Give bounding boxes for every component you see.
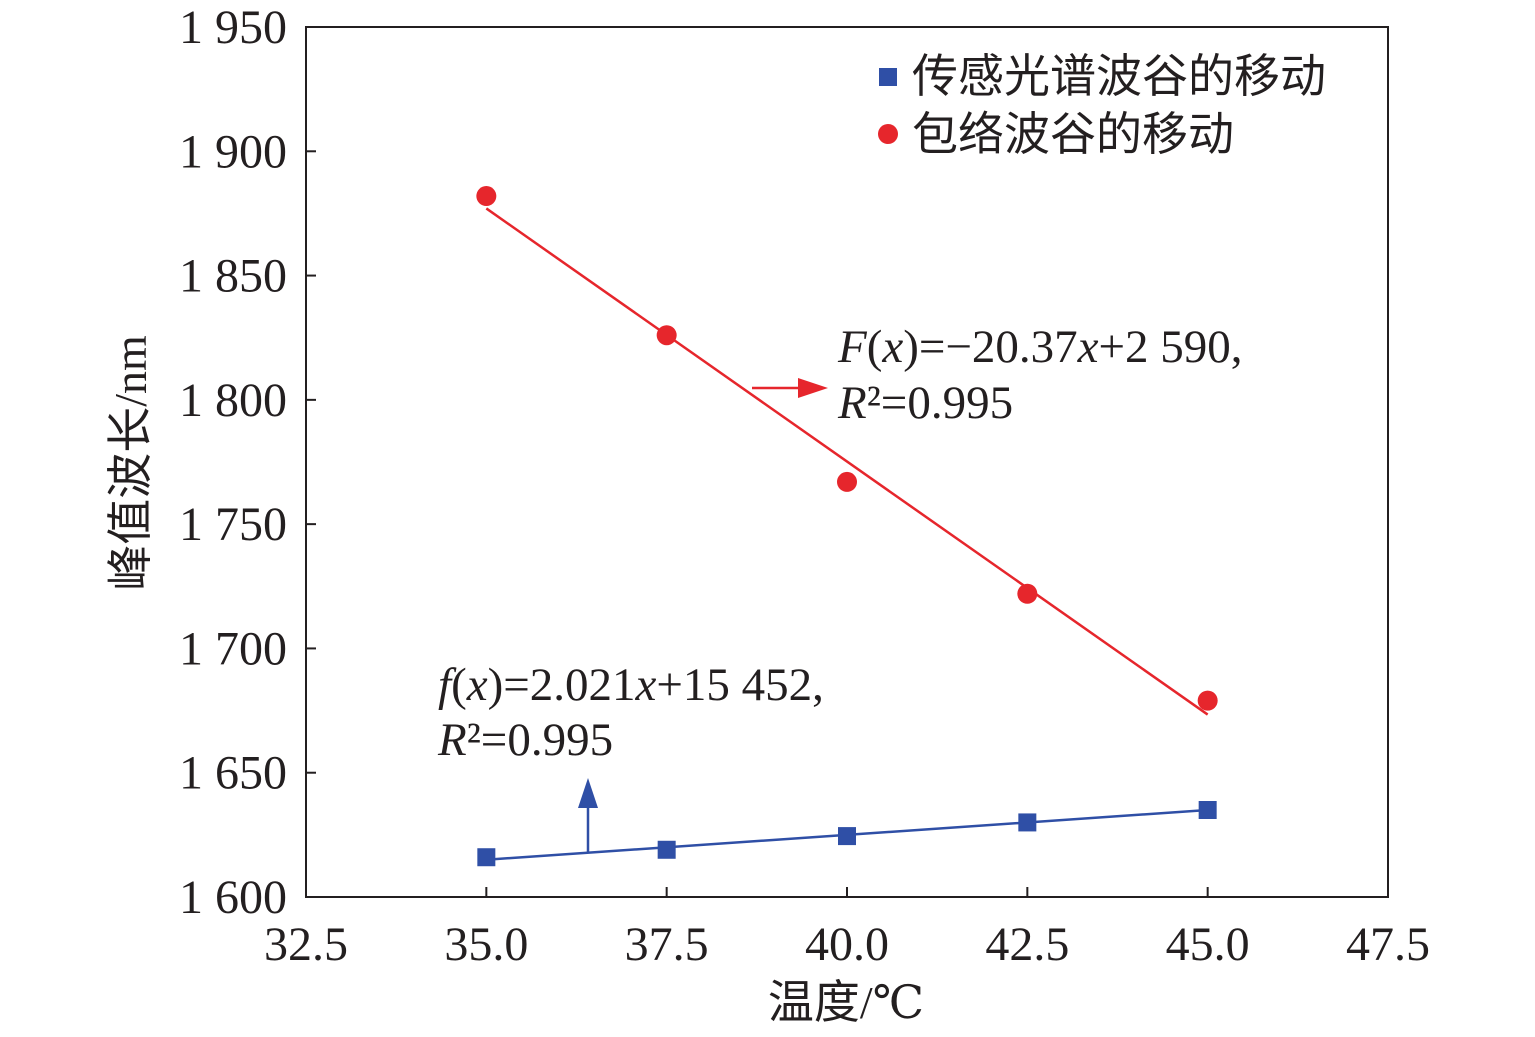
- r-squared-label: R²=0.995: [837, 377, 1013, 429]
- legend-label: 包络波谷的移动: [912, 109, 1234, 160]
- x-axis-label: 温度/℃: [768, 977, 924, 1028]
- y-tick-label: 1 700: [179, 622, 287, 675]
- y-tick-label: 1 900: [179, 125, 287, 178]
- y-tick-label: 1 800: [179, 374, 287, 427]
- annotation-arrow: [752, 378, 828, 398]
- data-point-square: [838, 827, 856, 846]
- y-tick-label: 1 600: [179, 871, 287, 924]
- x-tick-label: 32.5: [264, 918, 348, 971]
- data-point-circle: [656, 325, 677, 346]
- data-point-circle: [837, 471, 857, 492]
- y-tick-label: 1 650: [179, 747, 287, 800]
- y-tick-label: 1 950: [179, 1, 287, 54]
- x-tick-label: 47.5: [1346, 918, 1430, 971]
- x-tick-label: 40.0: [805, 918, 889, 971]
- x-tick-label: 42.5: [985, 918, 1069, 971]
- legend-marker-square: [879, 68, 897, 86]
- data-point-square: [1018, 813, 1037, 832]
- x-tick-label: 37.5: [625, 918, 709, 971]
- fit-equation: f(x)=2.021x+15 452,: [438, 659, 824, 711]
- y-axis-label: 峰值波长/nm: [105, 335, 156, 591]
- legend: 传感光谱波谷的移动 包络波谷的移动: [878, 51, 1326, 160]
- data-point-square: [657, 840, 676, 859]
- annotation-arrow: [578, 778, 598, 853]
- y-tick-label: 1 850: [179, 250, 287, 303]
- data-point-square: [1198, 801, 1217, 819]
- annotations: f(x)=2.021x+15 452,R²=0.995F(x)=−20.37x+…: [437, 321, 1243, 853]
- data-point-square: [477, 848, 496, 867]
- arrow-head: [798, 378, 828, 398]
- data-point-circle: [1017, 583, 1038, 604]
- legend-label: 传感光谱波谷的移动: [912, 51, 1326, 102]
- r-squared-label: R²=0.995: [437, 714, 613, 766]
- y-tick-label: 1 750: [179, 498, 287, 551]
- fit-equation: F(x)=−20.37x+2 590,: [837, 321, 1243, 373]
- x-tick-label: 45.0: [1166, 918, 1250, 971]
- legend-marker-circle: [878, 124, 898, 144]
- data-point-circle: [1197, 690, 1218, 711]
- data-point-circle: [476, 186, 497, 207]
- plot-series: [476, 186, 1218, 867]
- axes: 32.5 35.0 37.5 40.0 42.5 45.0 47.5 1 600 1 650 1 …: [179, 1, 1430, 971]
- fit-line: [485, 207, 1209, 716]
- x-tick-label: 35.0: [444, 918, 528, 971]
- arrow-head: [578, 778, 598, 808]
